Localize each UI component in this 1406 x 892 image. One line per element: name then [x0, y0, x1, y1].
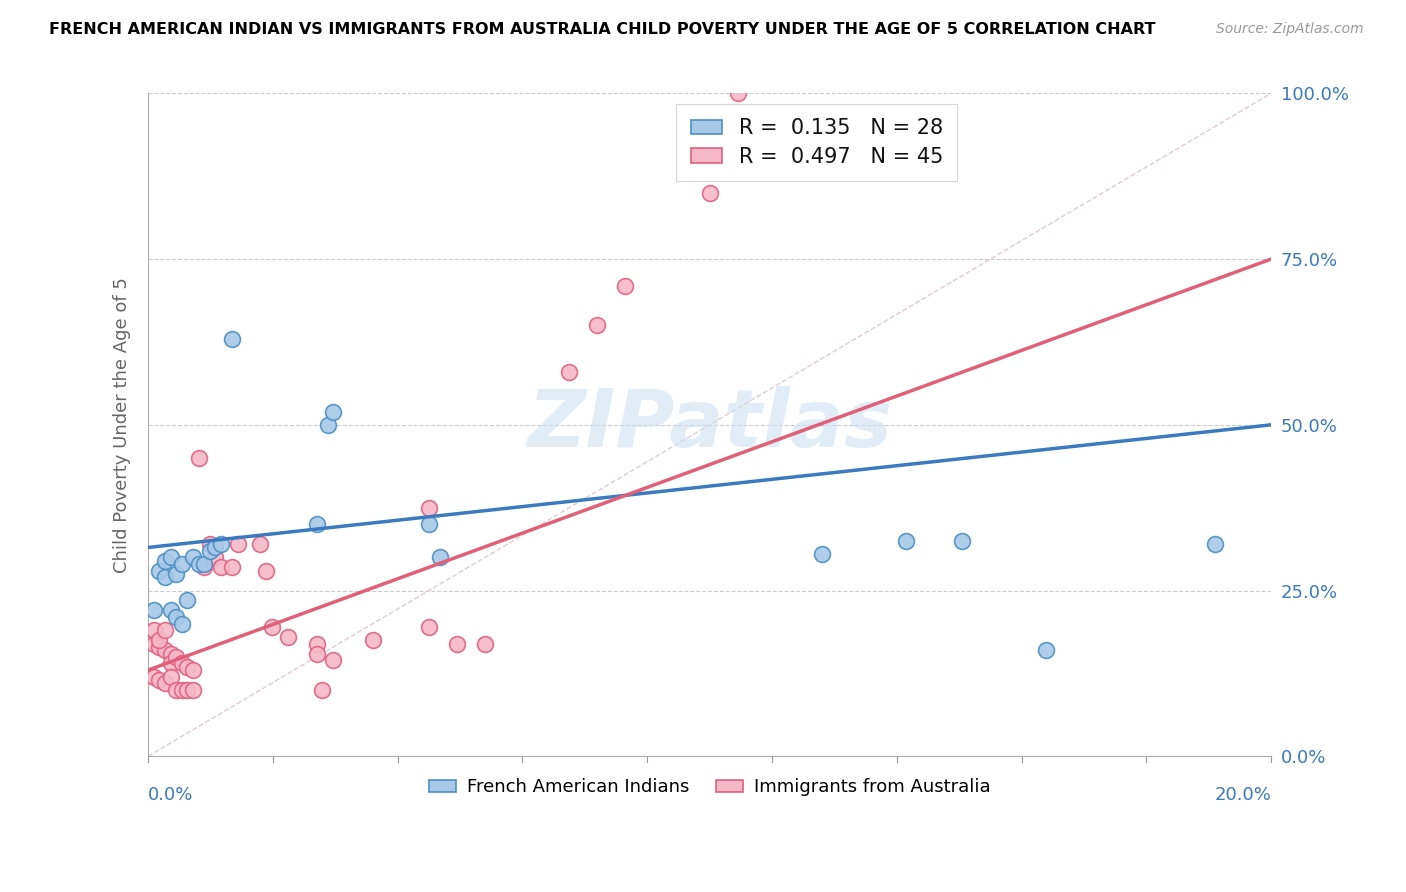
Point	[1035, 643, 1057, 657]
Point	[193, 560, 215, 574]
Point	[249, 537, 271, 551]
Point	[159, 603, 181, 617]
Point	[181, 683, 204, 698]
Point	[305, 637, 328, 651]
Y-axis label: Child Poverty Under the Age of 5: Child Poverty Under the Age of 5	[114, 277, 131, 573]
Point	[305, 647, 328, 661]
Point	[187, 450, 209, 465]
Point	[165, 649, 187, 664]
Point	[727, 87, 749, 101]
Point	[474, 637, 496, 651]
Point	[170, 557, 193, 571]
Point	[446, 637, 468, 651]
Point	[159, 670, 181, 684]
Point	[322, 653, 344, 667]
Point	[181, 663, 204, 677]
Point	[418, 620, 440, 634]
Text: 0.0%: 0.0%	[148, 786, 194, 804]
Point	[277, 630, 299, 644]
Point	[558, 365, 581, 379]
Point	[148, 640, 170, 654]
Point	[142, 670, 165, 684]
Point	[209, 537, 232, 551]
Point	[170, 616, 193, 631]
Point	[305, 517, 328, 532]
Point	[165, 683, 187, 698]
Point	[614, 278, 637, 293]
Point	[193, 557, 215, 571]
Point	[204, 541, 226, 555]
Point	[198, 543, 221, 558]
Point	[159, 647, 181, 661]
Text: FRENCH AMERICAN INDIAN VS IMMIGRANTS FROM AUSTRALIA CHILD POVERTY UNDER THE AGE : FRENCH AMERICAN INDIAN VS IMMIGRANTS FRO…	[49, 22, 1156, 37]
Point	[316, 417, 339, 432]
Point	[361, 633, 384, 648]
Point	[148, 633, 170, 648]
Point	[153, 676, 176, 690]
Point	[159, 657, 181, 671]
Point	[170, 657, 193, 671]
Point	[1204, 537, 1226, 551]
Point	[142, 603, 165, 617]
Point	[165, 566, 187, 581]
Point	[311, 683, 333, 698]
Point	[170, 683, 193, 698]
Point	[181, 550, 204, 565]
Point	[221, 332, 243, 346]
Point	[204, 550, 226, 565]
Point	[322, 404, 344, 418]
Point	[209, 560, 232, 574]
Point	[176, 683, 198, 698]
Text: Source: ZipAtlas.com: Source: ZipAtlas.com	[1216, 22, 1364, 37]
Point	[153, 570, 176, 584]
Point	[811, 547, 834, 561]
Legend: French American Indians, Immigrants from Australia: French American Indians, Immigrants from…	[422, 772, 998, 804]
Point	[153, 624, 176, 638]
Point	[176, 593, 198, 607]
Point	[260, 620, 283, 634]
Point	[418, 517, 440, 532]
Point	[429, 550, 451, 565]
Text: ZIPatlas: ZIPatlas	[527, 386, 891, 464]
Point	[153, 643, 176, 657]
Point	[148, 673, 170, 687]
Point	[142, 637, 165, 651]
Point	[254, 564, 277, 578]
Point	[894, 533, 917, 548]
Point	[148, 564, 170, 578]
Point	[159, 550, 181, 565]
Point	[586, 318, 609, 333]
Text: 20.0%: 20.0%	[1215, 786, 1271, 804]
Point	[950, 533, 973, 548]
Point	[699, 186, 721, 200]
Point	[153, 554, 176, 568]
Point	[198, 537, 221, 551]
Point	[176, 660, 198, 674]
Point	[221, 560, 243, 574]
Point	[226, 537, 249, 551]
Point	[187, 557, 209, 571]
Point	[165, 610, 187, 624]
Point	[142, 624, 165, 638]
Point	[418, 500, 440, 515]
